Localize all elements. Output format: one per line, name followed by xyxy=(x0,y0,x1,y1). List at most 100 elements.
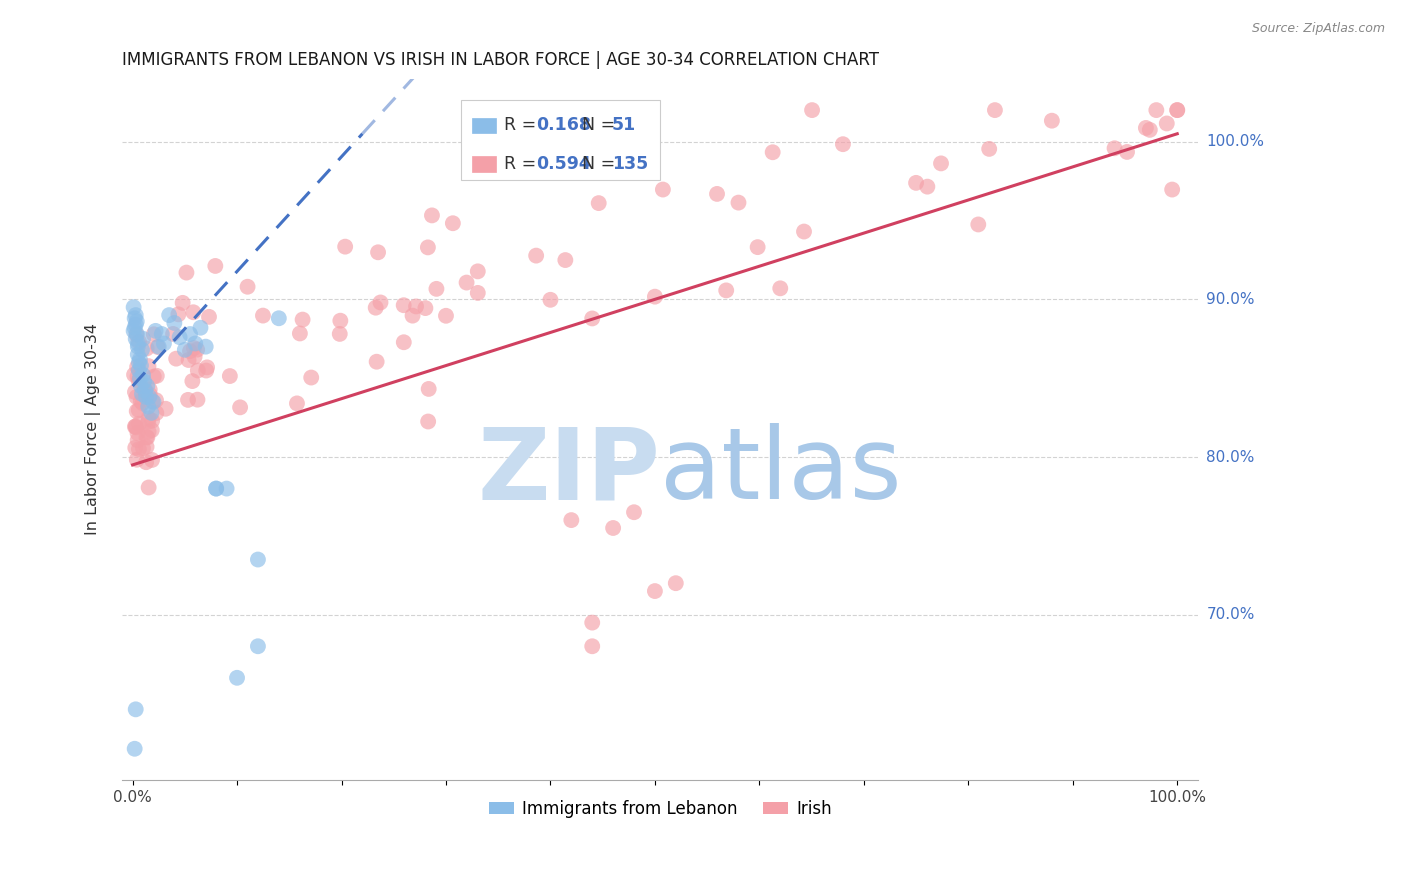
Point xyxy=(125,314,148,328)
Point xyxy=(215,482,238,496)
Point xyxy=(141,414,163,428)
Point xyxy=(205,482,228,496)
Point xyxy=(984,103,1007,117)
Point xyxy=(146,340,169,354)
Point xyxy=(644,290,666,304)
Point xyxy=(135,455,157,469)
Point xyxy=(132,332,155,346)
Point xyxy=(183,350,205,364)
Point xyxy=(285,396,308,410)
Point xyxy=(205,482,228,496)
Point xyxy=(167,307,190,321)
Point xyxy=(416,240,439,254)
Point xyxy=(392,335,415,350)
Point xyxy=(129,359,152,373)
Point xyxy=(370,295,392,310)
Point xyxy=(441,216,464,230)
Point xyxy=(125,332,148,346)
Point xyxy=(142,327,165,342)
Point xyxy=(186,343,208,357)
Point xyxy=(125,326,148,341)
Point xyxy=(581,311,603,326)
Point xyxy=(905,176,928,190)
Text: 70.0%: 70.0% xyxy=(1206,607,1254,623)
Point xyxy=(1135,120,1157,135)
Text: R =: R = xyxy=(505,155,541,173)
Point xyxy=(801,103,824,117)
Point xyxy=(177,392,200,407)
Point xyxy=(173,343,195,357)
Point xyxy=(554,253,576,268)
Text: 0.168: 0.168 xyxy=(537,117,592,135)
Point xyxy=(401,309,423,323)
Point xyxy=(706,186,728,201)
Point xyxy=(184,336,207,351)
Point xyxy=(169,330,191,344)
Point xyxy=(124,741,146,756)
Point xyxy=(1040,113,1063,128)
Point xyxy=(747,240,769,254)
Point xyxy=(163,316,186,330)
Point xyxy=(1156,116,1178,130)
Point xyxy=(236,279,259,293)
Point xyxy=(138,481,160,495)
Point xyxy=(155,401,177,416)
Point xyxy=(420,208,443,222)
Point xyxy=(415,301,437,315)
Point xyxy=(132,375,155,389)
Text: 100.0%: 100.0% xyxy=(1206,134,1264,149)
Point xyxy=(128,352,150,367)
Point xyxy=(134,384,156,398)
Point xyxy=(181,374,204,388)
Point xyxy=(425,282,447,296)
Point xyxy=(581,640,603,654)
Point xyxy=(135,440,157,454)
Point xyxy=(122,368,145,382)
Point xyxy=(127,434,149,448)
Point xyxy=(929,156,952,170)
Point xyxy=(127,425,149,440)
Point xyxy=(136,415,159,429)
Point xyxy=(177,353,200,368)
Point xyxy=(145,324,167,338)
Point xyxy=(127,336,149,351)
Point xyxy=(138,425,160,439)
Point xyxy=(832,137,855,152)
Point xyxy=(467,264,489,278)
Point xyxy=(138,359,160,373)
Point xyxy=(172,296,194,310)
Point xyxy=(574,116,596,130)
Text: R =: R = xyxy=(505,117,541,135)
Point xyxy=(194,340,217,354)
Point xyxy=(727,195,749,210)
Point xyxy=(142,369,165,384)
Point xyxy=(146,368,169,383)
Point xyxy=(124,311,146,326)
Text: 80.0%: 80.0% xyxy=(1206,450,1254,465)
Point xyxy=(125,327,148,342)
Point xyxy=(128,363,150,377)
Point xyxy=(581,615,603,630)
Point xyxy=(125,420,148,434)
Y-axis label: In Labor Force | Age 30-34: In Labor Force | Age 30-34 xyxy=(86,324,101,535)
Point xyxy=(125,390,148,404)
Point xyxy=(538,293,561,307)
Text: N =: N = xyxy=(571,117,620,135)
Text: N =: N = xyxy=(571,155,620,173)
Point xyxy=(917,179,939,194)
Point xyxy=(128,403,150,417)
Point xyxy=(138,383,160,397)
Point xyxy=(145,406,167,420)
Point xyxy=(139,388,162,402)
FancyBboxPatch shape xyxy=(472,156,495,172)
Point xyxy=(129,394,152,409)
Point xyxy=(125,702,148,716)
Point xyxy=(434,309,457,323)
Point xyxy=(127,347,149,361)
Point xyxy=(195,360,218,375)
Point xyxy=(141,423,163,437)
Point xyxy=(124,419,146,434)
Point xyxy=(125,404,148,418)
Point xyxy=(979,142,1001,156)
Point xyxy=(183,341,205,355)
